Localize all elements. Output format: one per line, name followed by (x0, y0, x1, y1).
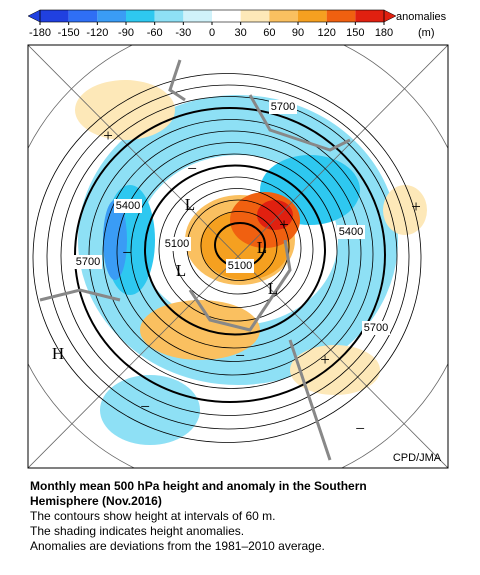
colorbar-label: anomalies (396, 11, 447, 23)
height-contour (32, 73, 422, 443)
colorbar-bin (355, 10, 384, 22)
anomaly-shade (75, 80, 175, 140)
credit: CPD/JMA (393, 452, 442, 464)
colorbar-tick-label: -30 (175, 27, 191, 39)
colorbar-tick-label: 60 (263, 27, 275, 39)
contour-label-bg (226, 259, 254, 273)
colorbar-bin (269, 10, 298, 22)
caption-line: Anomalies are deviations from the 1981–2… (30, 539, 325, 553)
map (28, 45, 448, 468)
colorbar-bin (326, 10, 356, 22)
height-contour (88, 119, 374, 389)
anomaly-shade (383, 185, 427, 235)
pressure-symbol: + (320, 350, 330, 369)
meridian (28, 45, 448, 468)
map-frame (27, 44, 449, 469)
height-contour (116, 142, 350, 362)
pressure-symbol: − (187, 159, 197, 178)
colorbar-tick-label: 30 (235, 27, 247, 39)
colorbar-bin (298, 10, 327, 22)
anomaly-shade (140, 300, 260, 360)
pressure-symbol: + (279, 215, 289, 234)
pressure-symbol: − (122, 243, 132, 262)
colorbar-bin (240, 10, 270, 22)
colorbar-tick-label: -180 (29, 27, 51, 39)
coastline (39, 59, 351, 461)
contour-label: 5100 (165, 238, 189, 250)
pressure-symbol: − (355, 419, 365, 438)
height-contour (46, 84, 410, 430)
pressure-symbol: − (140, 397, 150, 416)
colorbar-bin (40, 10, 69, 22)
caption-title: Monthly mean 500 hPa height and anomaly … (30, 479, 367, 493)
colorbar-unit: (m) (418, 27, 435, 39)
colorbar-tick-label: 150 (346, 27, 364, 39)
colorbar-bin (183, 10, 212, 22)
height-contour (60, 96, 398, 416)
contour-label-bg (269, 100, 297, 114)
colorbar-tick-label: 120 (317, 27, 335, 39)
contour-label-bg (114, 199, 142, 213)
height-contour (200, 211, 278, 281)
colorbar-arrow (27, 9, 41, 23)
contour-label: 5700 (76, 256, 100, 268)
colorbar-tick-label: 0 (209, 27, 215, 39)
colorbar-bin (97, 10, 126, 22)
pressure-symbol: + (411, 197, 421, 216)
anomaly-shade (103, 200, 127, 280)
colorbar-tick-label: -60 (147, 27, 163, 39)
colorbar-tick-label: 180 (375, 27, 393, 39)
caption-line: The shading indicates height anomalies. (30, 524, 244, 538)
pressure-symbol: L (176, 261, 186, 280)
pressure-symbol: + (103, 126, 113, 145)
colorbar-bin (126, 10, 155, 22)
colorbar-tick-label: -120 (86, 27, 108, 39)
contour-label-bg (74, 255, 102, 269)
contour-label-bg (362, 321, 390, 335)
height-contour (130, 153, 338, 349)
contour-label: 5700 (364, 322, 388, 334)
pressure-symbol: L (185, 195, 195, 214)
height-contour (102, 130, 362, 376)
pressure-symbol: H (52, 344, 64, 363)
height-contour (144, 164, 326, 336)
colorbar-tick-label: -90 (118, 27, 134, 39)
pressure-symbol: − (235, 346, 245, 365)
caption-title: Hemisphere (Nov.2016) (30, 494, 162, 508)
colorbar-tick-label: -150 (58, 27, 80, 39)
colorbar-tick-label: 90 (292, 27, 304, 39)
contour-label: 5100 (228, 260, 252, 272)
contour-label-bg (163, 237, 191, 251)
colorbar-arrow (383, 9, 397, 23)
pressure-symbol: L (257, 238, 267, 257)
caption-line: The contours show height at intervals of… (30, 509, 275, 523)
contour-label-bg (337, 225, 365, 239)
contour-label: 5400 (116, 200, 140, 212)
pressure-symbol: L (268, 279, 278, 298)
height-contour (158, 176, 314, 322)
colorbar-bin (68, 10, 98, 22)
anomaly-shade (290, 345, 380, 395)
contour-label: 5700 (271, 101, 295, 113)
colorbar-bin (212, 10, 241, 22)
colorbar-bin (154, 10, 184, 22)
contour-label: 5400 (339, 226, 363, 238)
